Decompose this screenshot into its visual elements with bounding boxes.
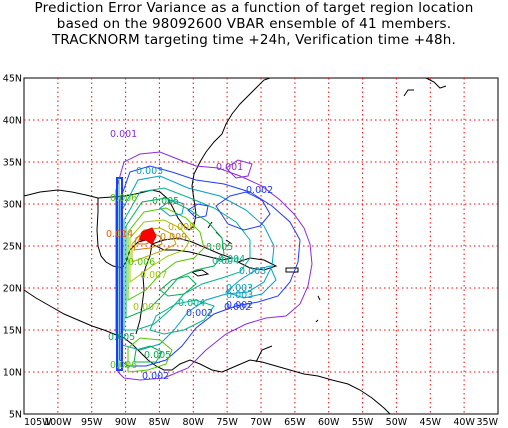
contour-label: 0.005 xyxy=(144,350,171,361)
longitude-tick-label: 50W xyxy=(386,417,408,428)
longitude-tick-label: 40W xyxy=(453,417,475,428)
contour-label: 0.004 xyxy=(212,256,239,267)
longitude-tick-label: 80W xyxy=(183,417,205,428)
longitude-tick-label: 100W xyxy=(44,417,72,428)
contour-label: 0.004 xyxy=(218,254,245,265)
longitude-tick-label: 65W xyxy=(284,417,306,428)
contour-label: 0.014 xyxy=(106,229,133,240)
contour-label: 0.002 xyxy=(224,302,251,313)
longitude-tick-label: 35W xyxy=(477,417,499,428)
latitude-tick-label: 40N xyxy=(3,116,22,127)
variance-contours xyxy=(115,151,313,381)
contour-label: 0.009 xyxy=(160,232,187,243)
contour-label: 0.003 xyxy=(239,266,266,277)
contour-label: 0.007 xyxy=(140,270,167,281)
latitude-tick-label: 5N xyxy=(9,410,22,421)
contour-label: 0.002 xyxy=(226,300,253,311)
contour-label: 0.005 xyxy=(152,196,179,207)
contour-label: 0.005 xyxy=(108,332,135,343)
contour-label: 0.005 xyxy=(206,242,233,253)
contour-label: 0.003 xyxy=(136,166,163,177)
variance-maximum xyxy=(139,227,157,245)
latitude-tick-label: 10N xyxy=(3,368,22,379)
latitude-tick-labels: 5N 10N 15N 20N 25N 30N 35N 40N 45N xyxy=(3,74,22,421)
longitude-tick-label: 90W xyxy=(115,417,137,428)
lat-lon-grid xyxy=(24,78,498,414)
contour-label: 0.006 xyxy=(110,193,137,204)
plot-title: Prediction Error Variance as a function … xyxy=(0,0,508,48)
contour-label: 0.007 xyxy=(133,302,160,313)
longitude-tick-label: 85W xyxy=(149,417,171,428)
title-line-3: TRACKNORM targeting time +24h, Verificat… xyxy=(51,32,457,48)
contour-label: 0.008 xyxy=(168,222,195,233)
latitude-tick-label: 35N xyxy=(3,158,22,169)
longitude-tick-label: 60W xyxy=(318,417,340,428)
coastlines xyxy=(23,77,447,415)
title-line-1: Prediction Error Variance as a function … xyxy=(34,0,474,16)
contour-label: 0.002 xyxy=(246,185,273,196)
latitude-tick-label: 15N xyxy=(3,326,22,337)
longitude-tick-label: 55W xyxy=(352,417,374,428)
contour-label: 0.002 xyxy=(186,308,213,319)
longitude-tick-label: 95W xyxy=(81,417,103,428)
latitude-tick-label: 25N xyxy=(3,242,22,253)
longitude-tick-label: 75W xyxy=(216,417,238,428)
contour-label: 0.002 xyxy=(142,371,169,382)
contour-labels: 0.001 0.001 0.002 0.003 0.003 0.003 0.00… xyxy=(106,129,273,382)
latitude-tick-label: 20N xyxy=(3,284,22,295)
title-line-2: based on the 98092600 VBAR ensemble of 4… xyxy=(56,16,452,32)
contour-label: 0.003 xyxy=(226,290,253,301)
longitude-tick-label: 45W xyxy=(420,417,442,428)
latitude-tick-label: 45N xyxy=(3,74,22,85)
contour-label: 0.003 xyxy=(226,283,253,294)
longitude-tick-label: 105W xyxy=(24,417,52,428)
contour-label: 0.006 xyxy=(128,257,155,268)
contour-label: 0.006 xyxy=(110,360,137,371)
longitude-tick-label: 70W xyxy=(250,417,272,428)
latitude-tick-label: 30N xyxy=(3,200,22,211)
contour-label: 0.001 xyxy=(216,162,243,173)
contour-label: 0.001 xyxy=(110,129,137,140)
contour-label: 0.004 xyxy=(178,298,205,309)
